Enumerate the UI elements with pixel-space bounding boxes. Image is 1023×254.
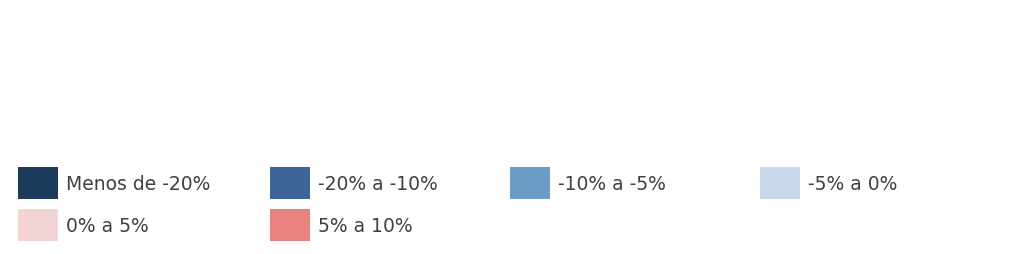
Bar bbox=[270, 167, 310, 199]
Bar bbox=[270, 209, 310, 241]
Bar bbox=[18, 167, 58, 199]
Text: 5% a 10%: 5% a 10% bbox=[318, 216, 412, 235]
Text: Menos de -20%: Menos de -20% bbox=[66, 174, 211, 193]
Text: -10% a -5%: -10% a -5% bbox=[558, 174, 666, 193]
Text: -5% a 0%: -5% a 0% bbox=[808, 174, 897, 193]
Text: -20% a -10%: -20% a -10% bbox=[318, 174, 438, 193]
Text: 0% a 5%: 0% a 5% bbox=[66, 216, 148, 235]
Bar bbox=[510, 167, 550, 199]
Bar bbox=[18, 209, 58, 241]
Bar bbox=[760, 167, 800, 199]
